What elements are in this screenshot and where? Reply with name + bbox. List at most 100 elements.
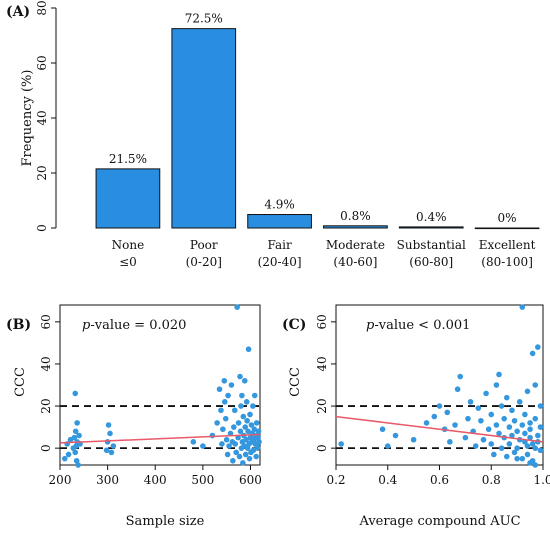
panel-b-point-60 <box>242 424 249 430</box>
panel-b-point-61 <box>242 451 249 458</box>
panel-c-point-39 <box>509 407 515 414</box>
panel-c-point-66 <box>535 432 541 439</box>
bar-moderate <box>323 225 388 229</box>
panel-b-point-44 <box>233 449 239 456</box>
panel-b-point-36 <box>226 443 232 449</box>
panel-b-point-86 <box>254 445 261 451</box>
category-range-5: (80-100] <box>481 255 533 269</box>
panel-c-plot: 0.2 0.4 0.6 0.8 1.0 0 20 40 60 <box>315 304 550 487</box>
panel-c-point-69 <box>537 447 544 454</box>
panel-c-point-6 <box>431 413 438 420</box>
panel-c-point-71 <box>532 462 539 468</box>
bar-value-label-4: 0.4% <box>416 210 447 224</box>
panel-b-point-84 <box>253 420 260 426</box>
panel-a-ytick-label-0: 0 <box>35 224 49 232</box>
panel-c-point-15 <box>465 415 471 422</box>
panel-c-point-33 <box>501 415 507 422</box>
panel-c: (C) CCC Average compound AUC p-value < 0… <box>282 304 550 529</box>
panel-c-point-2 <box>384 443 391 449</box>
panel-b-point-62 <box>243 436 249 443</box>
bar-value-label-3: 0.8% <box>340 209 371 223</box>
panel-b-point-25 <box>214 420 220 426</box>
panel-c-point-68 <box>537 424 544 430</box>
panel-c-point-56 <box>527 420 533 426</box>
panel-b-point-89 <box>256 439 262 445</box>
panel-c-point-0 <box>338 441 344 447</box>
panel-c-point-60 <box>529 441 536 447</box>
panel-c-point-16 <box>467 399 474 405</box>
panel-b-point-47 <box>235 420 242 426</box>
panel-c-point-54 <box>524 443 531 449</box>
panel-b-point-46 <box>235 434 241 441</box>
panel-c-point-44 <box>514 445 520 451</box>
panel-b-point-76 <box>250 403 256 409</box>
panel-c-label: (C) <box>282 317 306 333</box>
panel-b-point-32 <box>222 415 229 422</box>
panel-c-xtick-label-1: 0.4 <box>378 473 397 487</box>
panel-b-point-70 <box>247 411 253 418</box>
panel-b-point-9 <box>73 457 80 464</box>
panel-c-point-32 <box>498 445 505 451</box>
panel-b-point-7 <box>72 428 79 435</box>
panel-c-point-55 <box>524 451 531 458</box>
panel-c-xlabel: Average compound AUC <box>358 514 520 529</box>
panel-b-point-17 <box>104 439 111 445</box>
panel-c-point-63 <box>532 415 539 422</box>
category-label-5: Excellent <box>479 238 536 252</box>
panel-b-trend-line <box>59 433 261 444</box>
panel-b-xtick-label-0: 200 <box>49 473 72 487</box>
panel-c-point-12 <box>454 386 461 393</box>
panel-b-point-88 <box>255 428 262 435</box>
panel-c-point-45 <box>516 399 523 405</box>
panel-c-point-23 <box>485 426 492 433</box>
panel-c-point-28 <box>493 422 500 428</box>
panel-b-point-49 <box>237 373 243 380</box>
bar-fair <box>247 214 312 229</box>
panel-b-point-20 <box>108 449 115 456</box>
panel-c-pvalue: p-value < 0.001 <box>366 318 470 333</box>
category-range-1: (0-20] <box>186 255 222 269</box>
panel-b-point-12 <box>76 432 82 439</box>
panel-b-ytick-label-0: 0 <box>39 444 53 452</box>
bar-value-label-1: 72.5% <box>185 12 223 26</box>
panel-c-point-9 <box>444 409 451 416</box>
panel-b-point-53 <box>239 392 245 399</box>
category-label-1: Poor <box>190 238 218 252</box>
panel-c-point-26 <box>491 451 497 458</box>
bar-poor <box>171 28 237 229</box>
panel-b-point-18 <box>105 422 112 428</box>
bar-none <box>95 168 161 229</box>
panel-c-point-53 <box>524 388 531 395</box>
panel-b: (B) CCC Sample size p-value = 0.020 200 3… <box>6 304 262 529</box>
panel-b-point-66 <box>245 428 251 435</box>
panel-b-point-77 <box>250 447 257 454</box>
panel-c-point-73 <box>514 455 520 462</box>
panel-b-point-69 <box>246 455 253 462</box>
panel-b-point-27 <box>218 407 224 414</box>
panel-a-ylabel: Frequency (%) <box>20 70 35 167</box>
category-range-3: (40-60] <box>333 255 377 269</box>
panel-a: (A) Frequency (%) 0 20 40 60 80 21.5% None ≤0 7… <box>6 0 540 269</box>
panel-b-point-65 <box>244 445 251 451</box>
panel-c-point-10 <box>447 439 453 445</box>
panel-c-point-65 <box>535 344 541 350</box>
bar-excellent <box>474 227 540 230</box>
panel-b-point-64 <box>244 417 250 424</box>
panel-a-ytick-label-4: 80 <box>35 0 49 15</box>
panel-c-point-57 <box>527 434 533 441</box>
panel-c-point-20 <box>478 417 484 424</box>
panel-b-point-35 <box>225 392 231 399</box>
panel-a-bars: 21.5% None ≤0 72.5% Poor (0-20] 4.9% Fair (20-40… <box>95 12 540 269</box>
panel-b-point-16 <box>103 447 110 454</box>
panel-b-point-63 <box>243 399 250 405</box>
panel-b-point-48 <box>236 453 243 460</box>
panel-c-point-62 <box>532 382 539 388</box>
panel-c-ylabel: CCC <box>288 367 303 397</box>
panel-b-plot: 200 300 400 500 600 0 20 40 60 <box>39 304 262 487</box>
panel-b-pvalue-p: p <box>82 318 91 333</box>
panel-b-point-40 <box>230 457 236 464</box>
panel-b-point-51 <box>238 403 244 409</box>
panel-b-point-34 <box>224 451 231 458</box>
panel-b-point-30 <box>221 377 228 384</box>
panel-b-pvalue: p-value = 0.020 <box>82 318 186 333</box>
